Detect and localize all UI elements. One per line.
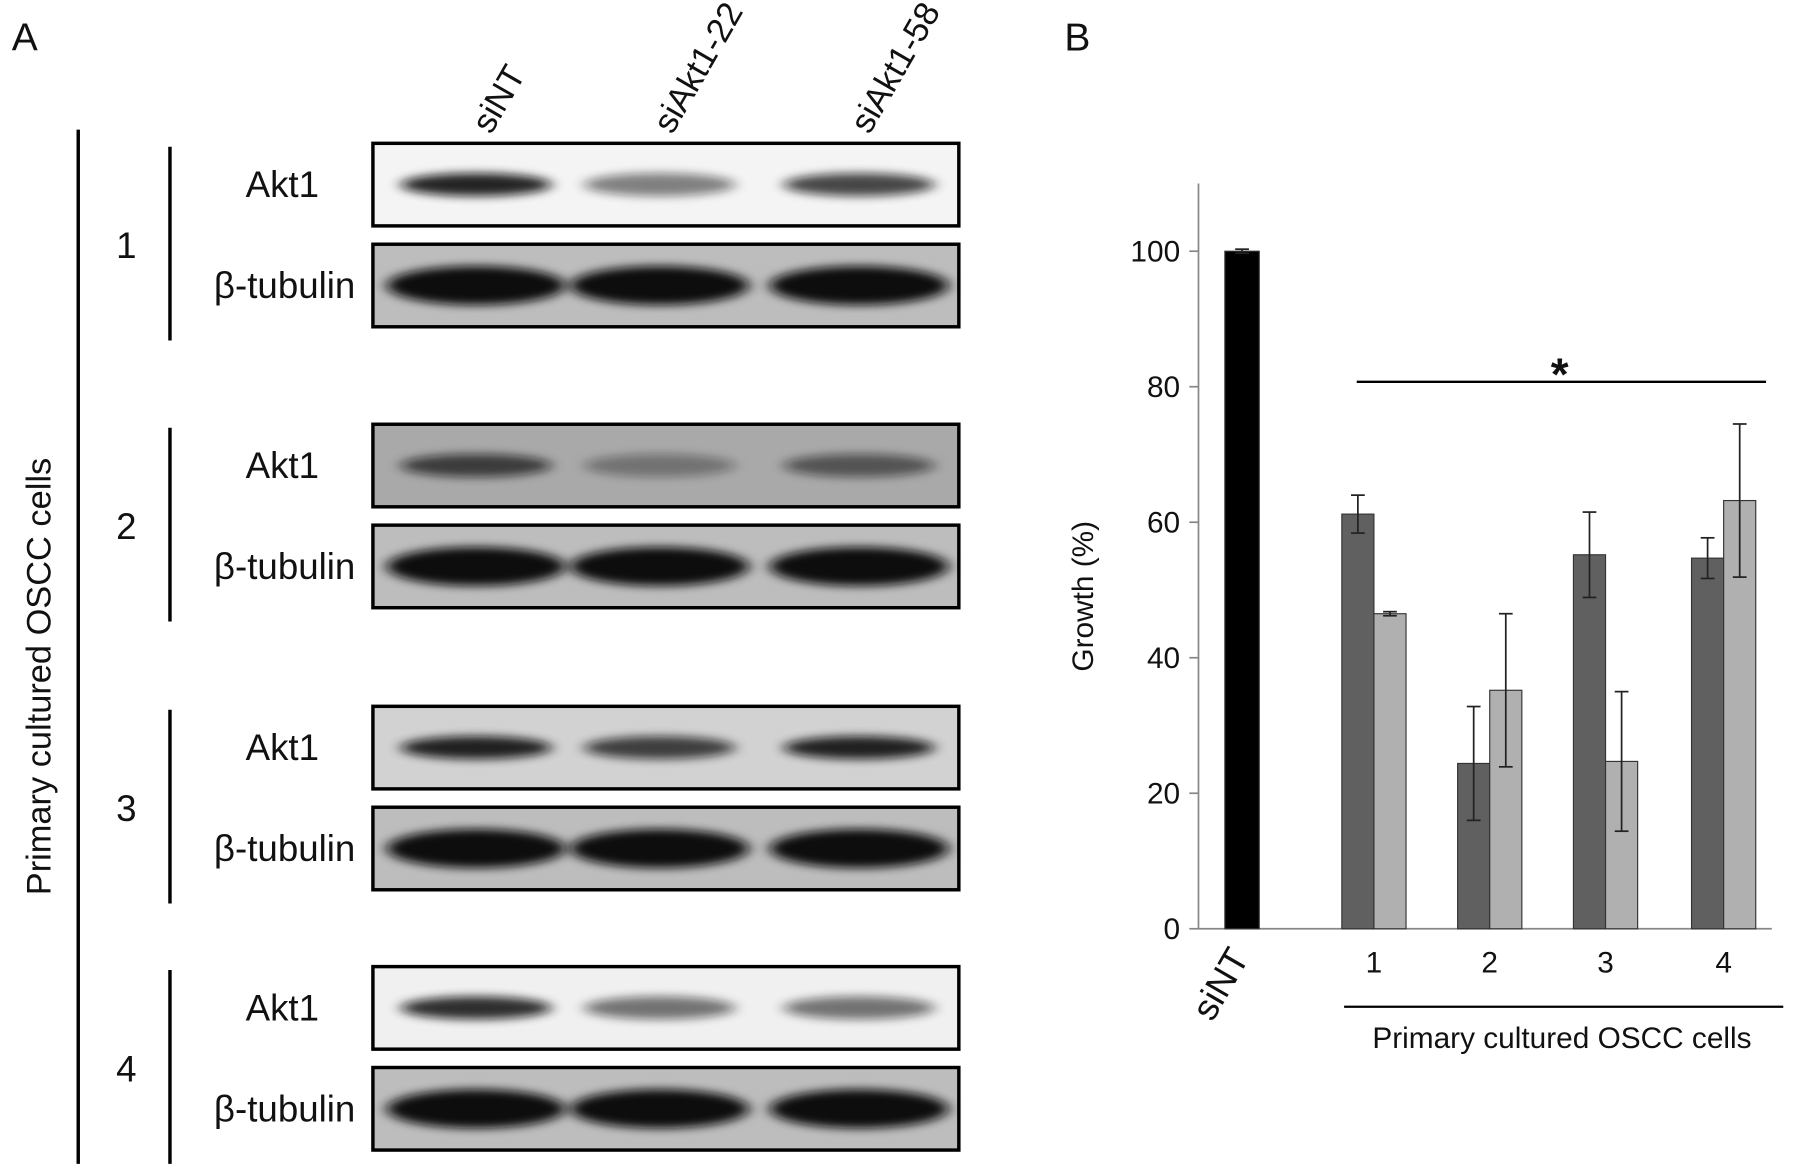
bar (1690, 557, 1725, 930)
bar (1341, 513, 1375, 930)
y-axis-label: Growth (%) (1067, 521, 1100, 672)
band (769, 829, 949, 868)
lane-label: siAkt1-22 (646, 0, 751, 139)
band (783, 454, 935, 477)
lane-label: siNT (465, 59, 533, 139)
panel-label: A (12, 16, 38, 59)
bar (1572, 554, 1607, 930)
band (386, 1089, 566, 1129)
error-bar (1383, 610, 1397, 617)
x-tick-label: 4 (1715, 946, 1732, 979)
error-bar (1498, 612, 1513, 768)
error-bar (1732, 423, 1747, 578)
band (783, 173, 935, 197)
x-tick-label: 2 (1481, 946, 1498, 979)
row-label: Akt1 (246, 987, 319, 1028)
panel-label: B (1064, 16, 1090, 59)
band (386, 266, 566, 306)
group-label: 1 (116, 225, 136, 266)
y-tick-label: 0 (1164, 913, 1181, 946)
row-label: Akt1 (246, 445, 319, 486)
group-label: Primary cultured OSCC cells (1372, 1022, 1751, 1055)
row-label: β-tubulin (214, 546, 355, 587)
error-bar (1235, 248, 1249, 255)
row-label: β-tubulin (214, 828, 355, 869)
y-tick-label: 100 (1130, 236, 1180, 269)
x-tick-label: 1 (1366, 946, 1383, 979)
error-bar (1350, 494, 1365, 534)
band (769, 546, 949, 586)
y-tick-label: 40 (1147, 642, 1180, 675)
band (570, 1089, 750, 1129)
band (783, 736, 935, 760)
band (769, 1089, 949, 1129)
band (769, 266, 949, 306)
band (583, 736, 736, 760)
y-tick-label: 80 (1147, 371, 1180, 404)
row-label: β-tubulin (214, 265, 355, 306)
error-bar (1466, 705, 1481, 822)
band (570, 266, 750, 306)
band (386, 829, 566, 868)
band (583, 996, 736, 1020)
row-label: β-tubulin (214, 1088, 355, 1129)
error-bar (1582, 511, 1597, 599)
y-tick-label: 60 (1147, 507, 1180, 540)
error-bar (1614, 690, 1629, 833)
group-label: 2 (116, 506, 136, 547)
band (400, 736, 552, 760)
lane-label: siAkt1-58 (843, 0, 948, 139)
side-label: Primary cultured OSCC cells (21, 458, 59, 895)
row-label: Akt1 (246, 164, 319, 205)
bar (1224, 250, 1260, 930)
band (583, 454, 736, 477)
band (570, 829, 750, 868)
band (583, 173, 736, 197)
group-label: 3 (116, 788, 136, 829)
band (570, 546, 750, 586)
bar (1373, 613, 1407, 930)
x-tick-label: 3 (1597, 946, 1614, 979)
x-tick-label: siNT (1184, 941, 1257, 1027)
error-bar (1700, 536, 1715, 580)
y-tick-label: 20 (1147, 778, 1180, 811)
band (400, 996, 552, 1020)
row-label: Akt1 (246, 727, 319, 768)
band (386, 546, 566, 586)
group-label: 4 (116, 1048, 136, 1089)
significance-mark: * (1551, 348, 1569, 400)
band (783, 996, 935, 1020)
band (400, 454, 552, 477)
band (400, 173, 552, 197)
